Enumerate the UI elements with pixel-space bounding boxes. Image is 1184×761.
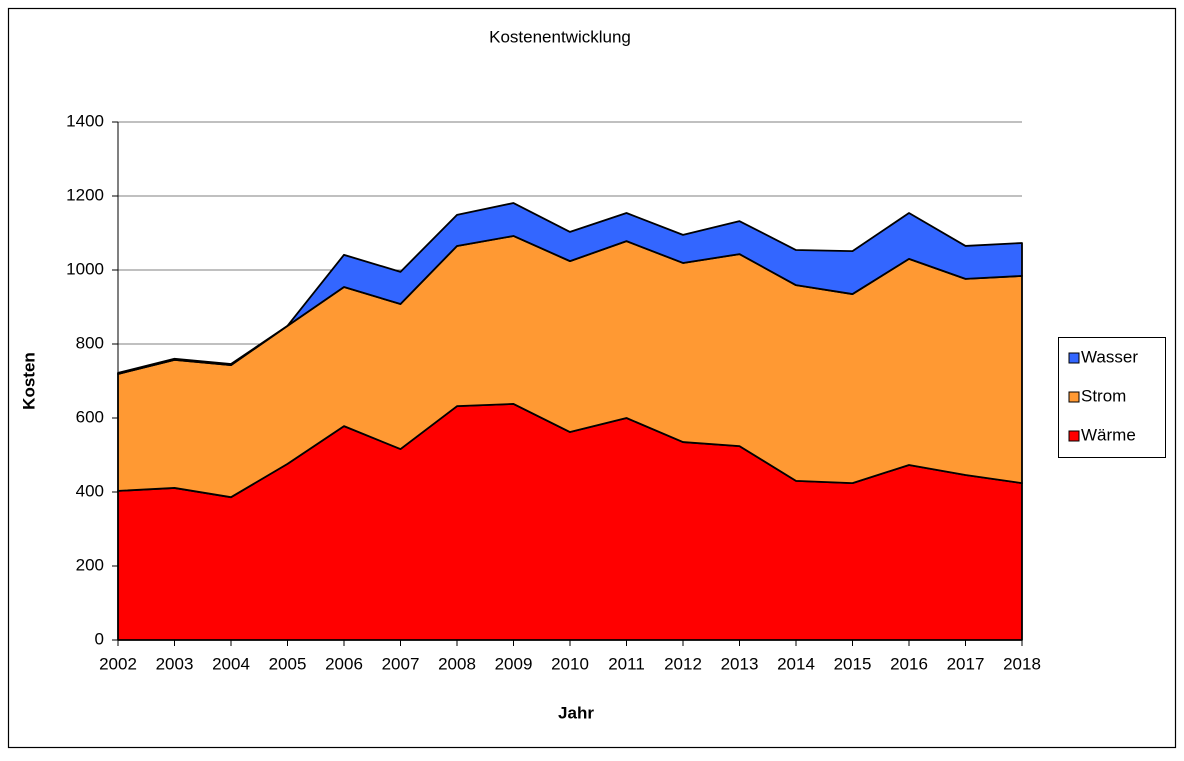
x-tick-label: 2018 bbox=[1003, 654, 1041, 673]
x-tick-label: 2013 bbox=[721, 654, 759, 673]
y-tick-label: 0 bbox=[95, 629, 104, 648]
y-tick-label: 800 bbox=[76, 333, 104, 352]
y-tick-label: 600 bbox=[76, 407, 104, 426]
y-tick-label: 1400 bbox=[66, 111, 104, 130]
y-axis-label: Kosten bbox=[19, 352, 38, 410]
x-tick-label: 2006 bbox=[325, 654, 363, 673]
legend-swatch bbox=[1068, 352, 1080, 364]
x-tick-label: 2015 bbox=[834, 654, 872, 673]
y-tick-label: 400 bbox=[76, 481, 104, 500]
x-tick-label: 2003 bbox=[156, 654, 194, 673]
x-axis-label: Jahr bbox=[558, 703, 594, 722]
y-tick-label: 1000 bbox=[66, 259, 104, 278]
legend-label: Strom bbox=[1081, 386, 1126, 405]
chart-title: Kostenentwicklung bbox=[489, 27, 631, 46]
legend-label: Wärme bbox=[1081, 425, 1136, 444]
x-tick-label: 2002 bbox=[99, 654, 137, 673]
x-tick-label: 2004 bbox=[212, 654, 250, 673]
legend-swatch bbox=[1068, 391, 1080, 403]
legend-swatch bbox=[1068, 430, 1080, 442]
x-tick-label: 2016 bbox=[890, 654, 928, 673]
x-tick-label: 2012 bbox=[664, 654, 702, 673]
x-tick-label: 2014 bbox=[777, 654, 815, 673]
x-tick-label: 2011 bbox=[608, 654, 645, 673]
x-tick-label: 2017 bbox=[947, 654, 985, 673]
area bbox=[117, 202, 1023, 375]
x-tick-label: 2005 bbox=[269, 654, 307, 673]
x-tick-label: 2010 bbox=[551, 654, 589, 673]
y-tick-label: 1200 bbox=[66, 185, 104, 204]
x-tick-label: 2009 bbox=[495, 654, 533, 673]
x-tick-label: 2008 bbox=[438, 654, 476, 673]
x-tick-label: 2007 bbox=[382, 654, 420, 673]
y-tick-label: 200 bbox=[76, 555, 104, 574]
legend-label: Wasser bbox=[1081, 347, 1138, 366]
